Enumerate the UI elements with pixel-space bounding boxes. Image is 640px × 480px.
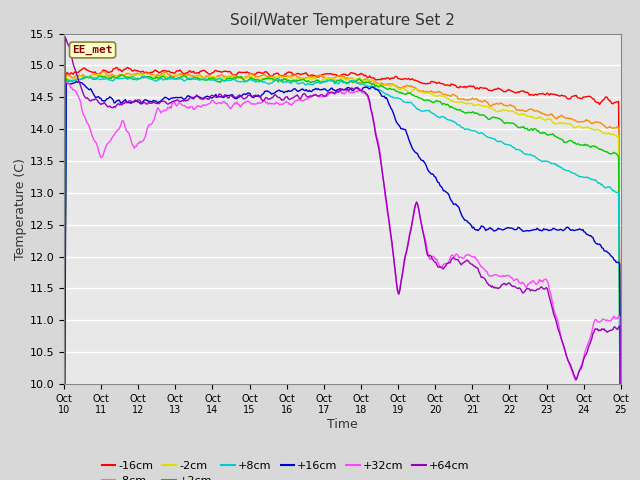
Legend: -16cm, -8cm, -2cm, +2cm, +8cm, +16cm, +32cm, +64cm: -16cm, -8cm, -2cm, +2cm, +8cm, +16cm, +3… xyxy=(97,456,474,480)
-16cm xyxy=(617,467,625,473)
+8cm xyxy=(326,77,333,83)
-8cm xyxy=(393,83,401,88)
+8cm xyxy=(362,83,370,88)
-2cm xyxy=(60,452,68,458)
+64cm xyxy=(605,328,612,334)
+2cm xyxy=(60,452,68,457)
-2cm xyxy=(362,78,370,84)
+8cm xyxy=(518,148,525,154)
-16cm xyxy=(362,73,370,79)
-2cm xyxy=(605,130,612,136)
-2cm xyxy=(134,72,141,77)
-8cm xyxy=(605,125,612,131)
-16cm xyxy=(605,97,612,103)
-16cm xyxy=(393,73,401,79)
Title: Soil/Water Temperature Set 2: Soil/Water Temperature Set 2 xyxy=(230,13,455,28)
-16cm xyxy=(113,64,120,70)
-2cm xyxy=(393,84,401,90)
Line: +8cm: +8cm xyxy=(64,76,621,480)
+16cm xyxy=(362,84,370,90)
Line: -8cm: -8cm xyxy=(64,72,621,480)
+16cm xyxy=(329,86,337,92)
+16cm xyxy=(617,450,625,456)
+16cm xyxy=(393,120,401,125)
-8cm xyxy=(329,75,337,81)
+2cm xyxy=(362,79,370,84)
+2cm xyxy=(393,88,401,94)
Line: +64cm: +64cm xyxy=(64,37,621,480)
-16cm xyxy=(326,71,333,76)
+8cm xyxy=(605,184,612,190)
+64cm xyxy=(60,361,68,367)
+2cm xyxy=(326,77,333,83)
+2cm xyxy=(118,72,126,78)
+32cm xyxy=(518,281,525,287)
X-axis label: Time: Time xyxy=(327,418,358,431)
+32cm xyxy=(329,90,337,96)
+16cm xyxy=(605,250,612,256)
-8cm xyxy=(362,76,370,82)
+64cm xyxy=(61,34,69,40)
Y-axis label: Temperature (C): Temperature (C) xyxy=(13,158,27,260)
+32cm xyxy=(393,281,401,287)
+2cm xyxy=(518,124,525,130)
+8cm xyxy=(329,78,337,84)
+16cm xyxy=(518,227,525,232)
-16cm xyxy=(329,72,337,78)
Text: EE_met: EE_met xyxy=(72,45,113,55)
-16cm xyxy=(518,88,525,94)
+32cm xyxy=(362,93,370,98)
+32cm xyxy=(60,393,68,399)
Line: +32cm: +32cm xyxy=(64,82,621,480)
+8cm xyxy=(60,455,68,461)
+2cm xyxy=(605,150,612,156)
+64cm xyxy=(326,90,333,96)
Line: -16cm: -16cm xyxy=(64,67,621,470)
+64cm xyxy=(362,91,370,97)
-2cm xyxy=(326,76,333,82)
+8cm xyxy=(140,73,147,79)
+2cm xyxy=(329,77,337,83)
-8cm xyxy=(60,451,68,457)
Line: +2cm: +2cm xyxy=(64,75,621,480)
Line: -2cm: -2cm xyxy=(64,74,621,480)
-2cm xyxy=(329,76,337,82)
+32cm xyxy=(326,91,333,96)
-2cm xyxy=(518,111,525,117)
+64cm xyxy=(393,280,401,286)
+8cm xyxy=(393,95,401,101)
+64cm xyxy=(518,288,525,293)
+64cm xyxy=(329,90,337,96)
-16cm xyxy=(60,449,68,455)
Line: +16cm: +16cm xyxy=(64,82,621,480)
+32cm xyxy=(63,79,71,85)
-8cm xyxy=(518,107,525,113)
+32cm xyxy=(605,318,612,324)
+16cm xyxy=(72,79,80,84)
-8cm xyxy=(326,76,333,82)
+16cm xyxy=(326,87,333,93)
-8cm xyxy=(98,69,106,74)
